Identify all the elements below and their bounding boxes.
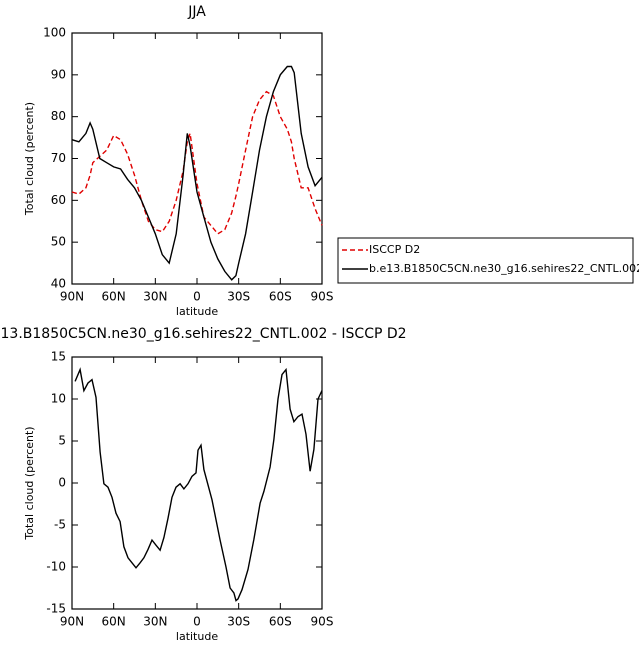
y-tick-label: 40 [51, 277, 66, 291]
legend-label: b.e13.B1850C5CN.ne30_g16.sehires22_CNTL.… [369, 262, 639, 275]
y-axis-label: Total cloud (percent) [23, 102, 36, 216]
x-tick-label: 60N [102, 615, 126, 629]
y-tick-label: 60 [51, 193, 66, 207]
chart-title: .e13.B1850C5CN.ne30_g16.sehires22_CNTL.0… [0, 326, 407, 342]
y-tick-label: 50 [51, 235, 66, 249]
x-tick-label: 60S [269, 615, 292, 629]
x-tick-label: 90N [60, 615, 84, 629]
x-tick-label: 90S [311, 290, 334, 304]
y-tick-label: 10 [51, 392, 66, 406]
x-tick-label: 30S [227, 290, 250, 304]
y-tick-label: 5 [58, 434, 66, 448]
chart-title: JJA [187, 4, 206, 20]
x-tick-label: 90S [311, 615, 334, 629]
data-line [74, 367, 323, 602]
y-tick-label: 15 [51, 350, 66, 364]
x-tick-label: 60N [102, 290, 126, 304]
x-tick-label: 30N [143, 290, 167, 304]
x-axis-label: latitude [176, 630, 218, 643]
x-axis-label: latitude [176, 305, 218, 318]
y-tick-label: -10 [46, 560, 66, 574]
data-line [71, 65, 323, 281]
y-tick-label: -15 [46, 602, 66, 616]
x-tick-label: 90N [60, 290, 84, 304]
x-tick-label: 30N [143, 615, 167, 629]
y-tick-label: 0 [58, 476, 66, 490]
y-tick-label: -5 [54, 518, 66, 532]
y-tick-label: 100 [43, 26, 66, 40]
data-line [71, 90, 323, 235]
x-tick-label: 60S [269, 290, 292, 304]
legend-box [337, 237, 634, 284]
x-tick-label: 0 [193, 615, 201, 629]
y-tick-label: 80 [51, 109, 66, 123]
y-axis-label: Total cloud (percent) [23, 426, 36, 540]
x-tick-label: 0 [193, 290, 201, 304]
plot-frame [71, 356, 323, 610]
y-tick-label: 90 [51, 67, 66, 81]
x-tick-label: 30S [227, 615, 250, 629]
legend-label: ISCCP D2 [369, 243, 420, 256]
y-tick-label: 70 [51, 151, 66, 165]
